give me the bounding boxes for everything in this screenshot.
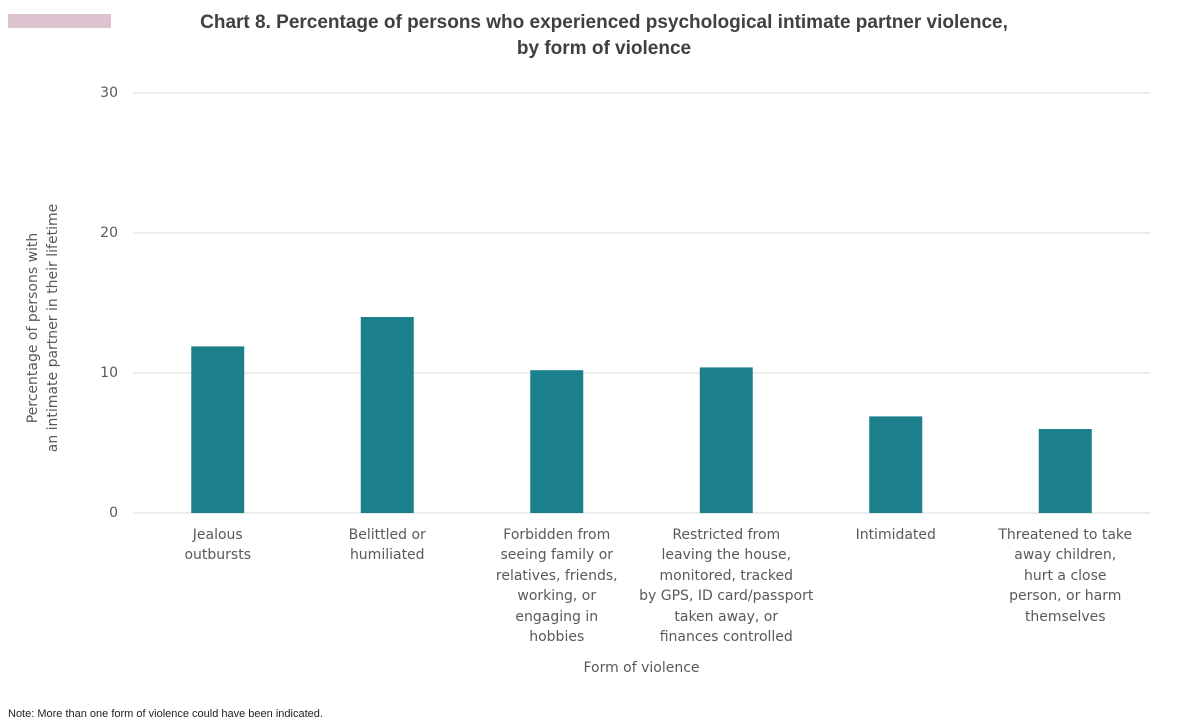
chart-title: Chart 8. Percentage of persons who exper… — [200, 12, 1008, 59]
y-tick-label: 0 — [109, 505, 118, 521]
bar — [191, 346, 245, 513]
y-tick-label: 20 — [100, 225, 118, 241]
x-tick-label: Jealous outbursts — [184, 527, 252, 564]
x-axis-label: Form of violence — [583, 660, 700, 676]
x-tick-label: Threatened to take away children, hurt a… — [998, 527, 1133, 625]
x-tick-label: Intimidated — [855, 527, 936, 543]
note: Note: More than one form of violence cou… — [8, 708, 323, 720]
bar — [699, 367, 753, 513]
y-tick-label: 30 — [100, 85, 118, 101]
decoration — [8, 14, 111, 28]
y-tick-label: 10 — [100, 365, 118, 381]
bar — [869, 416, 923, 513]
x-tick-label: Forbidden from seeing family or relative… — [495, 527, 618, 646]
bar — [360, 317, 414, 513]
x-tick-label: Restricted from leaving the house, monit… — [639, 527, 814, 646]
bar — [1038, 429, 1092, 513]
bar — [530, 370, 584, 513]
x-tick-label: Belittled or humiliated — [348, 527, 426, 564]
